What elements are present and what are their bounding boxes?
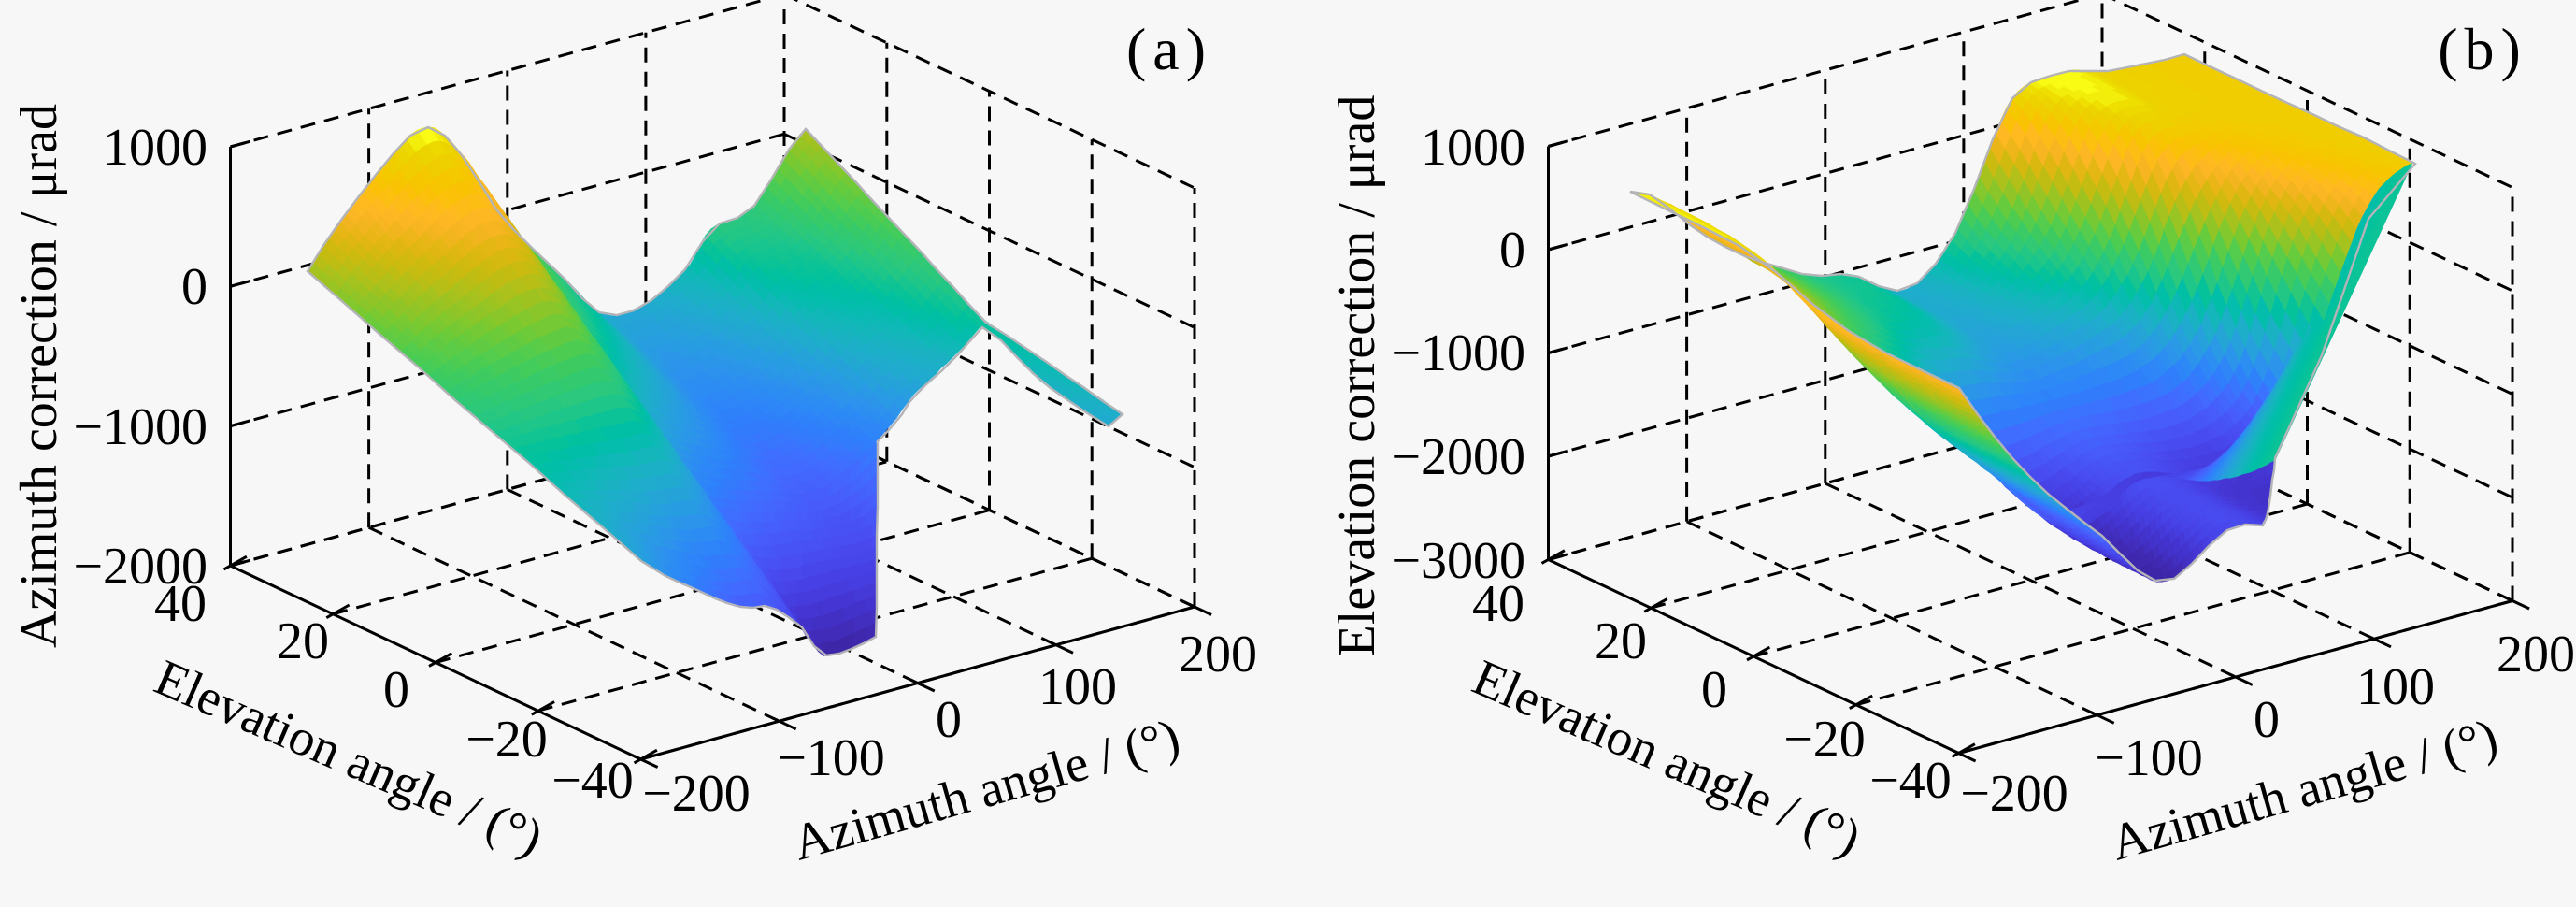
svg-text:−20: −20 bbox=[465, 711, 548, 769]
svg-text:−100: −100 bbox=[777, 729, 885, 787]
svg-text:−200: −200 bbox=[642, 765, 751, 823]
svg-text:−200: −200 bbox=[1960, 765, 2068, 823]
svg-text:−20: −20 bbox=[1783, 711, 1866, 769]
svg-text:40: 40 bbox=[1472, 575, 1524, 633]
svg-text:(a): (a) bbox=[1126, 16, 1212, 82]
svg-text:0: 0 bbox=[383, 661, 409, 719]
svg-text:−2000: −2000 bbox=[1391, 428, 1525, 486]
svg-text:−2000: −2000 bbox=[73, 538, 208, 596]
svg-text:100: 100 bbox=[2356, 658, 2435, 716]
svg-text:−1000: −1000 bbox=[1391, 324, 1525, 382]
svg-text:100: 100 bbox=[1038, 658, 1117, 716]
svg-text:−40: −40 bbox=[1869, 752, 1952, 810]
svg-text:0: 0 bbox=[2254, 691, 2280, 749]
svg-text:Azimuth correction / μrad: Azimuth correction / μrad bbox=[10, 104, 68, 648]
svg-text:0: 0 bbox=[1499, 222, 1525, 280]
svg-text:0: 0 bbox=[1701, 661, 1727, 719]
svg-text:−100: −100 bbox=[2095, 729, 2203, 787]
svg-text:0: 0 bbox=[181, 258, 208, 316]
svg-text:1000: 1000 bbox=[103, 119, 208, 177]
svg-text:0: 0 bbox=[936, 691, 962, 749]
svg-text:20: 20 bbox=[277, 612, 329, 670]
svg-text:40: 40 bbox=[154, 575, 207, 633]
svg-text:Elevation correction / μrad: Elevation correction / μrad bbox=[1328, 95, 1386, 657]
svg-text:1000: 1000 bbox=[1421, 119, 1525, 177]
svg-text:20: 20 bbox=[1595, 612, 1647, 670]
svg-text:(b): (b) bbox=[2438, 16, 2527, 82]
svg-text:200: 200 bbox=[2497, 626, 2575, 684]
svg-text:−3000: −3000 bbox=[1391, 532, 1525, 590]
svg-text:−40: −40 bbox=[551, 752, 634, 810]
svg-text:−1000: −1000 bbox=[73, 398, 208, 456]
svg-text:200: 200 bbox=[1179, 626, 1257, 684]
